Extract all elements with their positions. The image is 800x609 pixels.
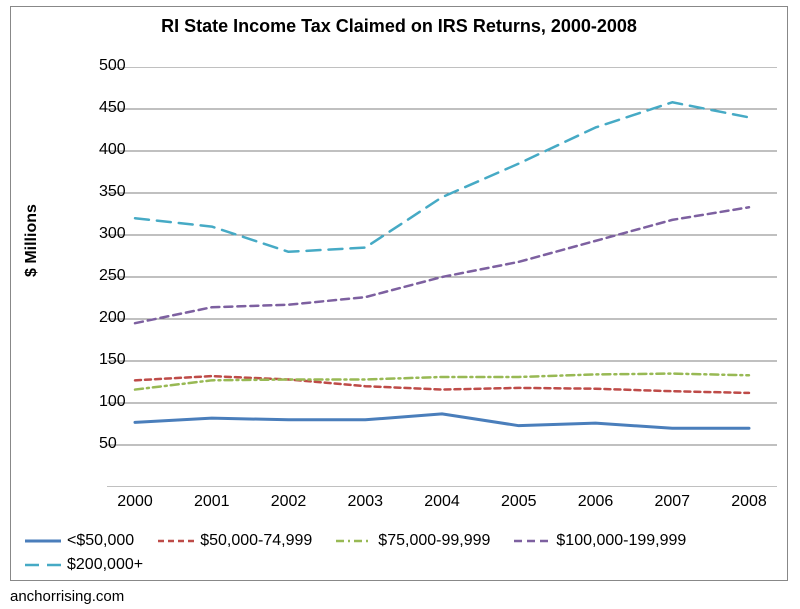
chart-frame: RI State Income Tax Claimed on IRS Retur… <box>10 6 788 581</box>
legend-label: $50,000-74,999 <box>200 532 312 550</box>
chart-title: RI State Income Tax Claimed on IRS Retur… <box>11 15 787 38</box>
legend-swatch <box>336 532 372 550</box>
x-tick-label: 2001 <box>194 493 230 511</box>
series-line <box>135 414 749 428</box>
series-line <box>135 207 749 323</box>
x-tick-label: 2006 <box>578 493 614 511</box>
attribution: anchorrising.com <box>10 588 124 605</box>
series-line <box>135 376 749 393</box>
legend-swatch <box>25 532 61 550</box>
x-tick-label: 2004 <box>424 493 460 511</box>
legend-label: <$50,000 <box>67 532 134 550</box>
series-line <box>135 102 749 252</box>
plot-svg <box>107 67 777 487</box>
x-tick-label: 2003 <box>347 493 383 511</box>
legend-item: $100,000-199,999 <box>514 532 686 550</box>
legend-label: $100,000-199,999 <box>556 532 686 550</box>
legend-swatch <box>25 556 61 574</box>
legend-item: $50,000-74,999 <box>158 532 312 550</box>
x-tick-label: 2005 <box>501 493 537 511</box>
x-tick-label: 2002 <box>271 493 307 511</box>
x-tick-label: 2008 <box>731 493 767 511</box>
legend-swatch <box>514 532 550 550</box>
y-axis-title: $ Millions <box>23 204 41 277</box>
legend-swatch <box>158 532 194 550</box>
plot-area <box>107 67 777 487</box>
legend-item: $200,000+ <box>25 556 143 574</box>
legend: <$50,000 $50,000-74,999 $75,000-99,999 $100… <box>25 532 773 574</box>
x-tick-label: 2000 <box>117 493 153 511</box>
chart-container: { "chart": { "type": "line", "title": "R… <box>0 0 800 609</box>
legend-label: $200,000+ <box>67 556 143 574</box>
legend-item: <$50,000 <box>25 532 134 550</box>
legend-item: $75,000-99,999 <box>336 532 490 550</box>
x-tick-label: 2007 <box>654 493 690 511</box>
legend-label: $75,000-99,999 <box>378 532 490 550</box>
